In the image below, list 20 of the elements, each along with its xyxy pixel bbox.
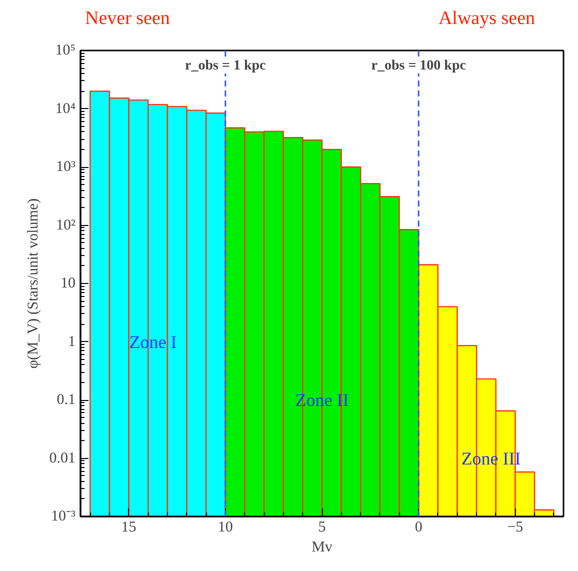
y-tick-label: 10² (56, 217, 76, 234)
x-tick-label: 0 (414, 520, 422, 536)
y-axis-title: φ(M_V) (Stars/unit volume) (25, 198, 42, 369)
x-tick-label: 10 (218, 520, 233, 536)
y-tick-label: 10⁵ (55, 42, 76, 58)
y-tick-label: 10⁴ (55, 100, 76, 117)
y-tick-label: 10³ (56, 159, 76, 175)
x-tick-label: 5 (318, 520, 326, 536)
annotation: r_obs = 100 kpc (371, 58, 466, 74)
x-tick-label: 15 (121, 520, 136, 536)
y-tick-label: 0.01 (49, 450, 76, 466)
annotation: r_obs = 1 kpc (185, 58, 266, 74)
x-tick-label: −5 (507, 520, 524, 536)
y-tick-label: 10 (60, 276, 76, 292)
y-tick-label: 0.1 (56, 392, 76, 408)
text: Always seen (438, 7, 535, 31)
text: Never seen (85, 7, 170, 31)
y-tick-label: 10⁻³ (51, 508, 76, 524)
x-axis-title: Mv (312, 540, 333, 556)
y-tick-label: 1 (68, 334, 76, 350)
